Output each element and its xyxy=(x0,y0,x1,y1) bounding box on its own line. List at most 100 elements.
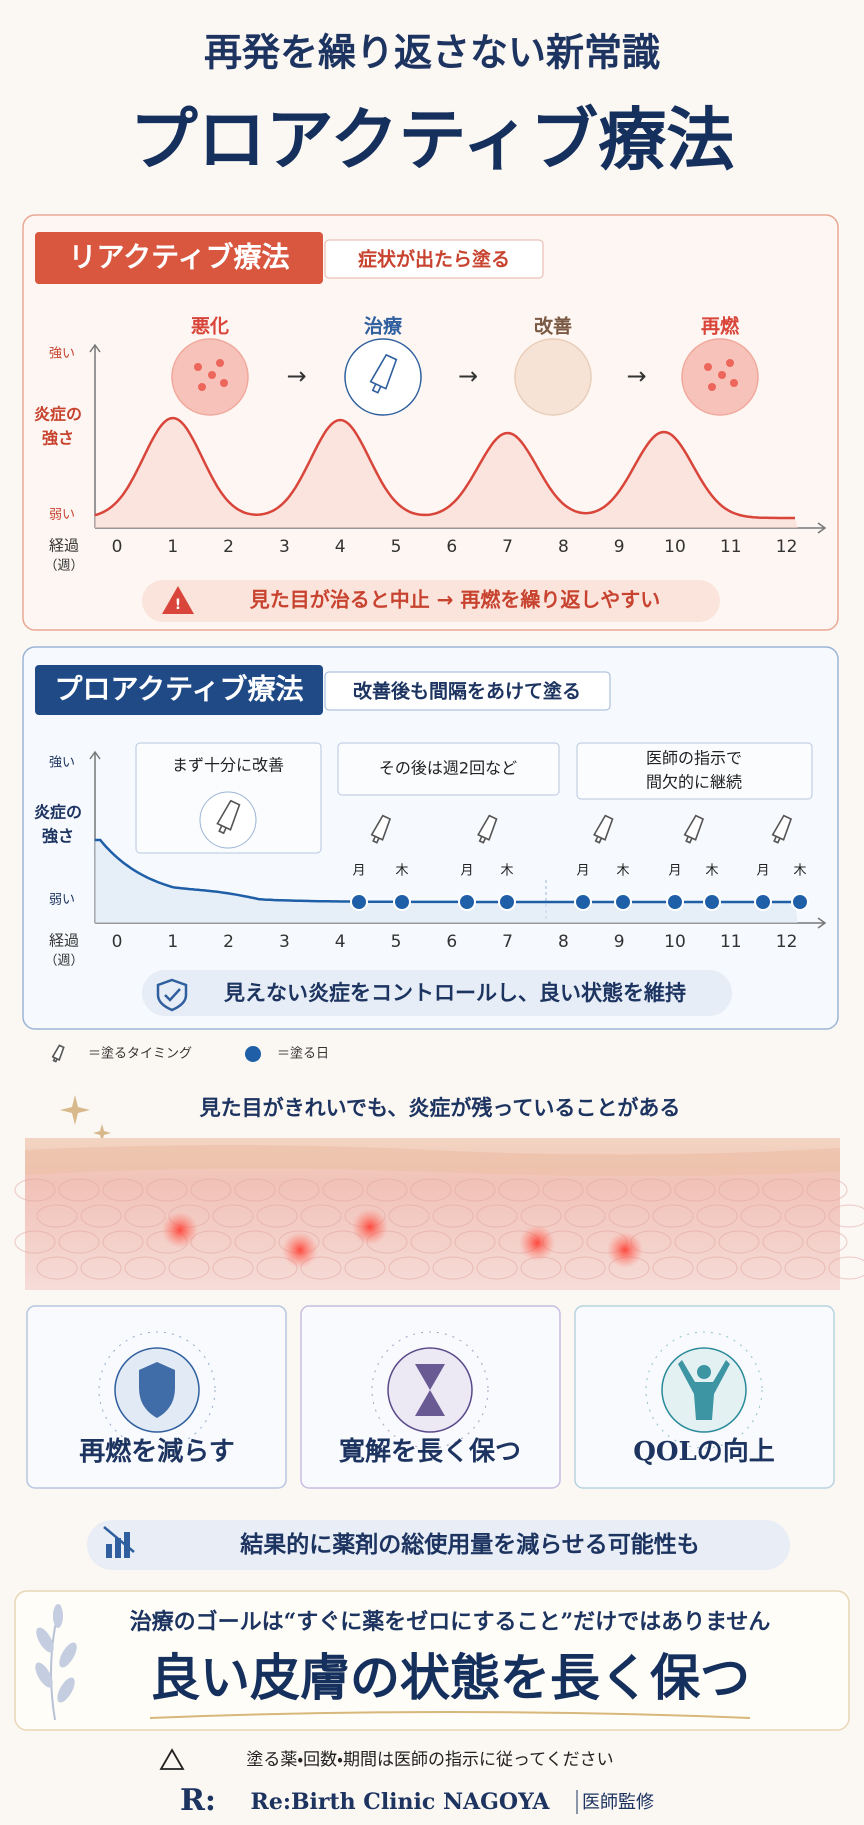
benefit-label: QOLの向上 xyxy=(633,1436,775,1467)
shield-icon xyxy=(156,978,188,1012)
skin-cell xyxy=(564,1256,606,1280)
x-tick-label: 5 xyxy=(391,932,402,952)
stage-icon xyxy=(514,338,592,416)
inflammation xyxy=(519,1225,555,1261)
inflammation xyxy=(607,1232,643,1268)
skin-cell xyxy=(454,1178,496,1202)
skin-cell xyxy=(124,1204,166,1228)
skin-cell xyxy=(630,1178,672,1202)
skin-cell xyxy=(762,1178,804,1202)
skin-cell xyxy=(696,1204,738,1228)
x-tick-label: 4 xyxy=(335,537,346,557)
x-tick-label: 9 xyxy=(614,537,625,557)
dose-dot xyxy=(458,893,476,911)
day-label: 木 xyxy=(395,864,408,879)
underline xyxy=(149,1711,751,1719)
phase-label: 間欠的に継続 xyxy=(646,773,742,792)
skin-cell xyxy=(542,1178,584,1202)
skin-cell xyxy=(410,1230,452,1254)
message-text: 見えない炎症をコントロールし、良い状態を維持 xyxy=(224,981,686,1005)
goal-main: 良い皮膚の状態を長く保つ xyxy=(150,1648,750,1707)
day-label: 月 xyxy=(668,864,681,879)
skin-cell xyxy=(102,1178,144,1202)
chart-icon xyxy=(103,1526,135,1558)
skin-cell xyxy=(432,1256,474,1280)
arrow: → xyxy=(458,362,478,390)
dose-dot xyxy=(791,893,809,911)
dose-dot xyxy=(350,893,368,911)
y-top-label: 強い xyxy=(49,347,75,362)
spot xyxy=(726,359,734,367)
skin-cell xyxy=(14,1230,56,1254)
day-label: 木 xyxy=(616,864,629,879)
check-icon xyxy=(164,988,181,1002)
notice-icon xyxy=(159,1748,185,1770)
legend-dot-text: ＝塗る日 xyxy=(277,1047,329,1062)
benefit-ring xyxy=(98,1331,216,1449)
x-tick-label: 8 xyxy=(558,932,569,952)
legend-tube-text: ＝塗るタイミング xyxy=(88,1047,192,1062)
proactive-caption-box xyxy=(324,671,611,711)
spot xyxy=(208,371,216,379)
skin-cell xyxy=(454,1230,496,1254)
skin-cell xyxy=(256,1256,298,1280)
goal-box xyxy=(14,1590,850,1731)
reactive-caption: 症状が出たら塗る xyxy=(358,248,510,271)
subtitle: 再発を繰り返さない新常識 xyxy=(204,30,660,75)
x-tick-label: 10 xyxy=(664,932,686,952)
axis-arrow xyxy=(89,343,827,534)
x-tick-label: 3 xyxy=(279,932,290,952)
axis-arrow xyxy=(89,750,827,929)
skin-cell xyxy=(58,1178,100,1202)
area xyxy=(94,418,798,528)
x-label: （週） xyxy=(44,559,83,574)
skin-cell xyxy=(498,1178,540,1202)
arrow: → xyxy=(286,362,306,390)
spot xyxy=(730,379,738,387)
phase-label: その後は週2回など xyxy=(379,759,517,778)
phase-label: 医師の指示で xyxy=(646,749,742,768)
y-label: 炎症の xyxy=(34,803,82,822)
dose-dot xyxy=(393,893,411,911)
y-label: 強さ xyxy=(42,827,74,846)
tube-icon xyxy=(593,814,614,844)
skin-cell xyxy=(762,1230,804,1254)
skin-cell xyxy=(608,1204,650,1228)
skin-cell xyxy=(366,1178,408,1202)
skin-cell xyxy=(652,1204,694,1228)
x-tick-label: 1 xyxy=(167,932,178,952)
x-label: （週） xyxy=(44,954,83,969)
skin-cell xyxy=(190,1178,232,1202)
stage-label: 悪化 xyxy=(191,316,229,338)
x-label: 経過 xyxy=(49,537,79,555)
x-tick-label: 8 xyxy=(558,537,569,557)
tube-icon xyxy=(51,1044,65,1063)
skin-cell xyxy=(102,1230,144,1254)
warning-pill xyxy=(142,580,720,622)
skin-cell xyxy=(14,1178,56,1202)
skin-cell xyxy=(234,1230,276,1254)
legend-dot xyxy=(245,1046,261,1062)
spot xyxy=(718,371,726,379)
spot xyxy=(216,359,224,367)
skin-cell xyxy=(432,1204,474,1228)
clinic-name: Re:Birth Clinic NAGOYA xyxy=(251,1789,551,1815)
inflammation xyxy=(282,1232,318,1268)
x-tick-label: 7 xyxy=(502,537,513,557)
title: プロアクティブ療法 xyxy=(130,101,735,181)
leaf-decoration xyxy=(35,1604,77,1721)
benefit-icon xyxy=(387,1347,473,1433)
benefit-label: 寛解を長く保つ xyxy=(339,1437,521,1467)
inflammation xyxy=(352,1209,388,1245)
proactive-tag xyxy=(35,665,323,715)
tube-icon xyxy=(370,814,392,844)
x-tick-label: 12 xyxy=(776,537,798,557)
skin-cell xyxy=(476,1204,518,1228)
footer-note: 医師監修 xyxy=(582,1792,654,1813)
warning-icon xyxy=(162,586,194,614)
dose-dot xyxy=(703,893,721,911)
tube-icon xyxy=(477,814,498,844)
x-tick-label: 1 xyxy=(167,537,178,557)
dose-dot xyxy=(498,893,516,911)
